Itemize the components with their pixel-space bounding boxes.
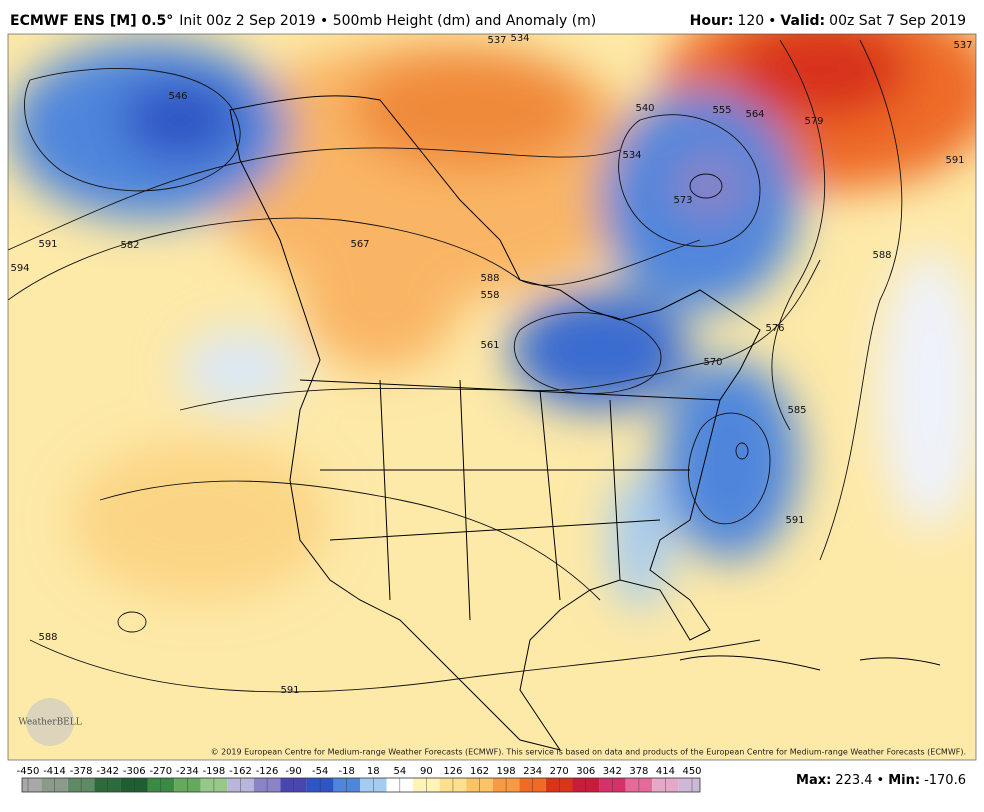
- colorbar-tick-label: -234: [176, 766, 199, 777]
- colorbar-tick-label: 18: [367, 766, 380, 777]
- colorbar-swatch: [678, 778, 700, 792]
- colorbar-tick-label: 414: [656, 766, 675, 777]
- contour-label: 588: [480, 273, 499, 284]
- contour-label: 579: [804, 116, 823, 127]
- hour: 120: [737, 13, 764, 29]
- contour-label: 576: [765, 323, 784, 334]
- valid: 00z Sat 7 Sep 2019: [829, 13, 966, 29]
- colorbar-tick-label: -414: [43, 766, 66, 777]
- colorbar-tick-label: 90: [420, 766, 433, 777]
- contour-label: 591: [38, 239, 57, 250]
- colorbar-tick-label: -450: [17, 766, 40, 777]
- contour-label: 567: [350, 239, 369, 250]
- contour-label: 588: [872, 250, 891, 261]
- contour-label: 594: [10, 263, 29, 274]
- contour-label: 564: [745, 109, 764, 120]
- contour-label: 558: [480, 290, 499, 301]
- contour-label: 591: [280, 685, 299, 696]
- contour-label: 540: [635, 103, 654, 114]
- height-contours: [8, 39, 903, 693]
- contour-label: 570: [703, 357, 722, 368]
- separator: •: [877, 773, 885, 788]
- colorbar-tick-label: 270: [550, 766, 569, 777]
- contour-label: 582: [120, 240, 139, 251]
- subtitle: Init 00z 2 Sep 2019 • 500mb Height (dm) …: [179, 13, 596, 29]
- colorbar-frame: [21, 777, 701, 793]
- header-right: Hour: 120 • Valid: 00z Sat 7 Sep 2019: [690, 13, 966, 29]
- logo: WeatherBELL: [18, 698, 82, 746]
- copyright: © 2019 European Centre for Medium-range …: [211, 748, 966, 757]
- contour-label: 591: [785, 515, 804, 526]
- contour-label: 588: [38, 632, 57, 643]
- contour-label: 546: [168, 91, 187, 102]
- valid-label: Valid:: [780, 13, 825, 29]
- colorbar-tick-label: -18: [339, 766, 355, 777]
- colorbar-tick-label: -162: [229, 766, 252, 777]
- colorbar-tick-label: 198: [497, 766, 516, 777]
- min-label: Min:: [888, 773, 920, 788]
- colorbar-tick-label: -198: [203, 766, 226, 777]
- colorbar-tick-label: 234: [523, 766, 542, 777]
- stats: Max: 223.4 • Min: -170.6: [796, 773, 966, 788]
- separator: •: [768, 13, 776, 29]
- colorbar-tick-label: -306: [123, 766, 146, 777]
- min: -170.6: [924, 773, 966, 788]
- colorbar-tick-label: 162: [470, 766, 489, 777]
- colorbar-tick-label: 54: [393, 766, 406, 777]
- colorbar-tick-label: 342: [603, 766, 622, 777]
- contour-label: 537: [953, 40, 972, 51]
- coastlines: [229, 95, 941, 751]
- contour-label: 534: [622, 150, 641, 161]
- colorbar-tick-label: 306: [576, 766, 595, 777]
- colorbar-tick-label: -378: [70, 766, 93, 777]
- contour-label: 573: [673, 195, 692, 206]
- colorbar-tick-label: 126: [443, 766, 462, 777]
- colorbar-swatch: [22, 778, 42, 792]
- anomaly-field: [10, 34, 976, 610]
- colorbar-tick-label: 450: [682, 766, 701, 777]
- map: 546 591 594 582 567 537 534 540 555 564 579 588 591 5…: [8, 33, 976, 760]
- colorbar-tick-label: -90: [285, 766, 301, 777]
- colorbar-tick-label: -126: [256, 766, 279, 777]
- contour-label: 591: [945, 155, 964, 166]
- header-left: ECMWF ENS [M] 0.5° Init 00z 2 Sep 2019 • …: [10, 13, 596, 29]
- contour-label: 534: [510, 33, 529, 44]
- model: ECMWF ENS [M] 0.5°: [10, 13, 173, 29]
- colorbar-tick-label: -54: [312, 766, 328, 777]
- colorbar-tick-label: -342: [96, 766, 119, 777]
- logo-text: WeatherBELL: [18, 718, 81, 728]
- max: 223.4: [835, 773, 872, 788]
- max-label: Max:: [796, 773, 831, 788]
- colorbar-tick-label: -270: [149, 766, 172, 777]
- colorbar-tick-label: 378: [629, 766, 648, 777]
- colorbar: -450 -414 -378 -342 -306 -270 -234 -198 -162 -126…: [17, 766, 702, 793]
- contour-labels: 546 591 594 582 567 537 534 540 555 564 579 588 591 5…: [10, 33, 972, 696]
- contour-label: 561: [480, 340, 499, 351]
- contour-label: 585: [787, 405, 806, 416]
- contour-label: 555: [712, 105, 731, 116]
- contour-label: 537: [487, 35, 506, 46]
- hour-label: Hour:: [690, 13, 734, 29]
